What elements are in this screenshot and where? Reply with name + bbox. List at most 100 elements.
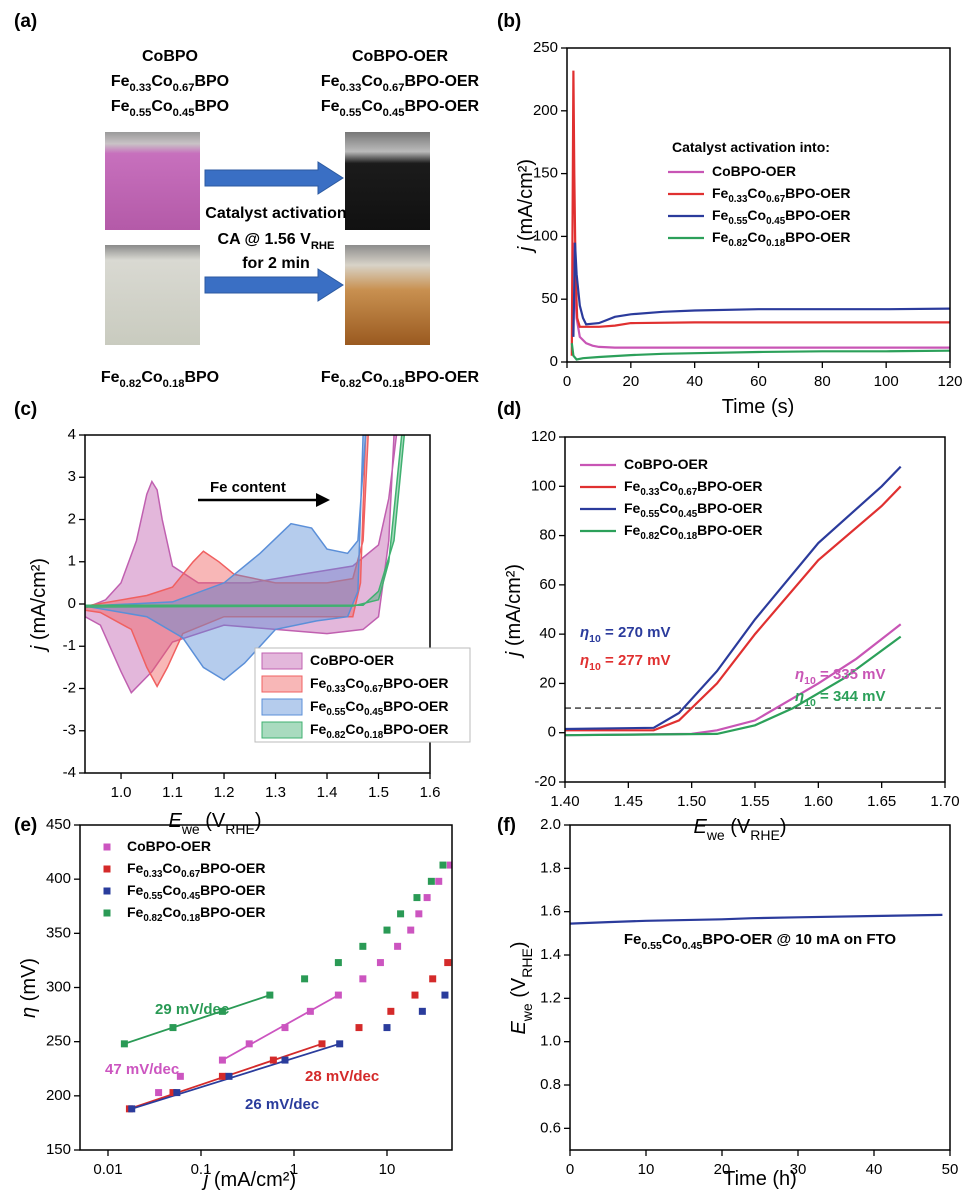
line	[565, 485, 902, 732]
text-part: RHE	[519, 948, 535, 978]
y-tick-label: 100	[531, 477, 556, 494]
text-part: Fe	[310, 675, 327, 691]
text-part: j	[201, 1169, 209, 1191]
photo-vial	[345, 245, 430, 345]
point	[407, 926, 415, 934]
text-part: 0.55	[143, 891, 163, 902]
text-part: 0.18	[364, 730, 384, 741]
text-part: Co	[747, 207, 766, 223]
x-axis-title: Ewe (VRHE)	[693, 816, 786, 842]
text-part: 0.55	[641, 940, 662, 952]
text-part: Co	[659, 500, 678, 516]
text-part: η	[795, 666, 804, 683]
plot-data	[570, 70, 950, 361]
text-part: Fe	[712, 207, 729, 223]
text-part: 0.33	[340, 82, 362, 94]
text-part: 0.45	[181, 891, 201, 902]
point	[376, 959, 384, 967]
text-part: BPO-OER	[785, 185, 850, 201]
x-tick-label: 60	[750, 373, 767, 390]
text-part: BPO-OER	[383, 675, 448, 691]
point	[359, 975, 367, 983]
text-part: (c)	[14, 399, 37, 420]
text-part: 0.33	[326, 684, 346, 695]
text-part: 29 mV/dec	[155, 1001, 229, 1018]
y-tick-label: 0	[68, 595, 76, 612]
legend-label: CoBPO-OER	[712, 163, 796, 179]
text-part: 0.45	[383, 107, 405, 119]
text-part: E	[508, 1021, 530, 1035]
point	[281, 1056, 289, 1064]
text-part: Co	[162, 882, 181, 898]
text-part: η	[795, 688, 804, 705]
text-part: j	[503, 651, 525, 659]
text-part: Fe	[310, 698, 327, 714]
y-tick-label: 0	[548, 724, 556, 741]
line	[570, 343, 950, 361]
text-part: 0.67	[383, 82, 405, 94]
text-part: RHE	[311, 240, 335, 252]
text-part: (V	[508, 977, 530, 1003]
x-tick-label: 1.3	[265, 784, 286, 801]
legend-swatch	[103, 843, 111, 851]
text-part: (mA/cm²)	[208, 1169, 296, 1191]
y-tick-label: 0	[550, 353, 558, 370]
text-part: BPO-OER	[404, 73, 479, 90]
text-part: BPO-OER	[200, 860, 265, 876]
text-part: 0.55	[130, 107, 152, 119]
x-tick-label: 1.55	[740, 793, 769, 810]
y-tick-label: 250	[46, 1033, 71, 1050]
x-tick-label: 0.01	[93, 1161, 122, 1178]
x-tick-label: 120	[937, 373, 962, 390]
y-tick-label: 200	[46, 1087, 71, 1104]
x-tick-label: 10	[379, 1161, 396, 1178]
text-part: = 344 mV	[816, 688, 886, 705]
legend-swatch	[103, 909, 111, 917]
text-part: = 335 mV	[816, 666, 886, 683]
text-part: Fe	[101, 369, 120, 386]
text-part: BPO-OER	[697, 500, 762, 516]
text-part: Co	[747, 229, 766, 245]
text-part: 0.18	[678, 531, 698, 542]
text-part: Fe	[321, 98, 340, 115]
y-tick-label: 20	[539, 674, 556, 691]
legend-swatch	[261, 652, 303, 670]
y-tick-label: 120	[531, 428, 556, 445]
point	[359, 942, 367, 950]
legend-label: Fe0.82Co0.18BPO-OER	[712, 229, 851, 249]
plot-frame	[566, 47, 951, 363]
plot-frame	[79, 824, 453, 1151]
point	[245, 1040, 253, 1048]
text-part: 10	[589, 661, 601, 673]
y-tick-label: 80	[539, 527, 556, 544]
text-part: j	[515, 246, 537, 254]
text-part: CoBPO	[142, 48, 198, 65]
text-part: )	[508, 941, 530, 948]
x-tick-label: 1.65	[867, 793, 896, 810]
panel-label: (a)	[14, 11, 37, 32]
text-part: CoBPO-OER	[624, 456, 708, 472]
point	[427, 877, 435, 885]
text-part: (V	[200, 810, 226, 832]
text-part: BPO-OER	[200, 882, 265, 898]
y-tick-label: -4	[63, 764, 76, 781]
legend-label: Fe0.55Co0.45BPO-OER	[127, 882, 266, 902]
legend-box	[254, 647, 471, 743]
fit-line	[221, 994, 339, 1061]
text-part: 0.55	[326, 707, 346, 718]
text-part: (a)	[14, 11, 37, 32]
text-part: Co	[659, 478, 678, 494]
text-part: 0.45	[682, 940, 703, 952]
plot-frame	[569, 824, 951, 1151]
text-part: 28 mV/dec	[305, 1068, 379, 1085]
text-part: BPO	[184, 369, 219, 386]
text-part: Fe	[127, 904, 144, 920]
text-part: 0.67	[766, 194, 786, 205]
x-tick-label: 40	[686, 373, 703, 390]
text-part: 0.82	[120, 378, 142, 390]
x-tick-label: 1.0	[111, 784, 132, 801]
x-tick-label: 0	[566, 1161, 574, 1178]
y-tick-label: 2.0	[540, 816, 561, 833]
legend-swatch	[261, 721, 303, 739]
